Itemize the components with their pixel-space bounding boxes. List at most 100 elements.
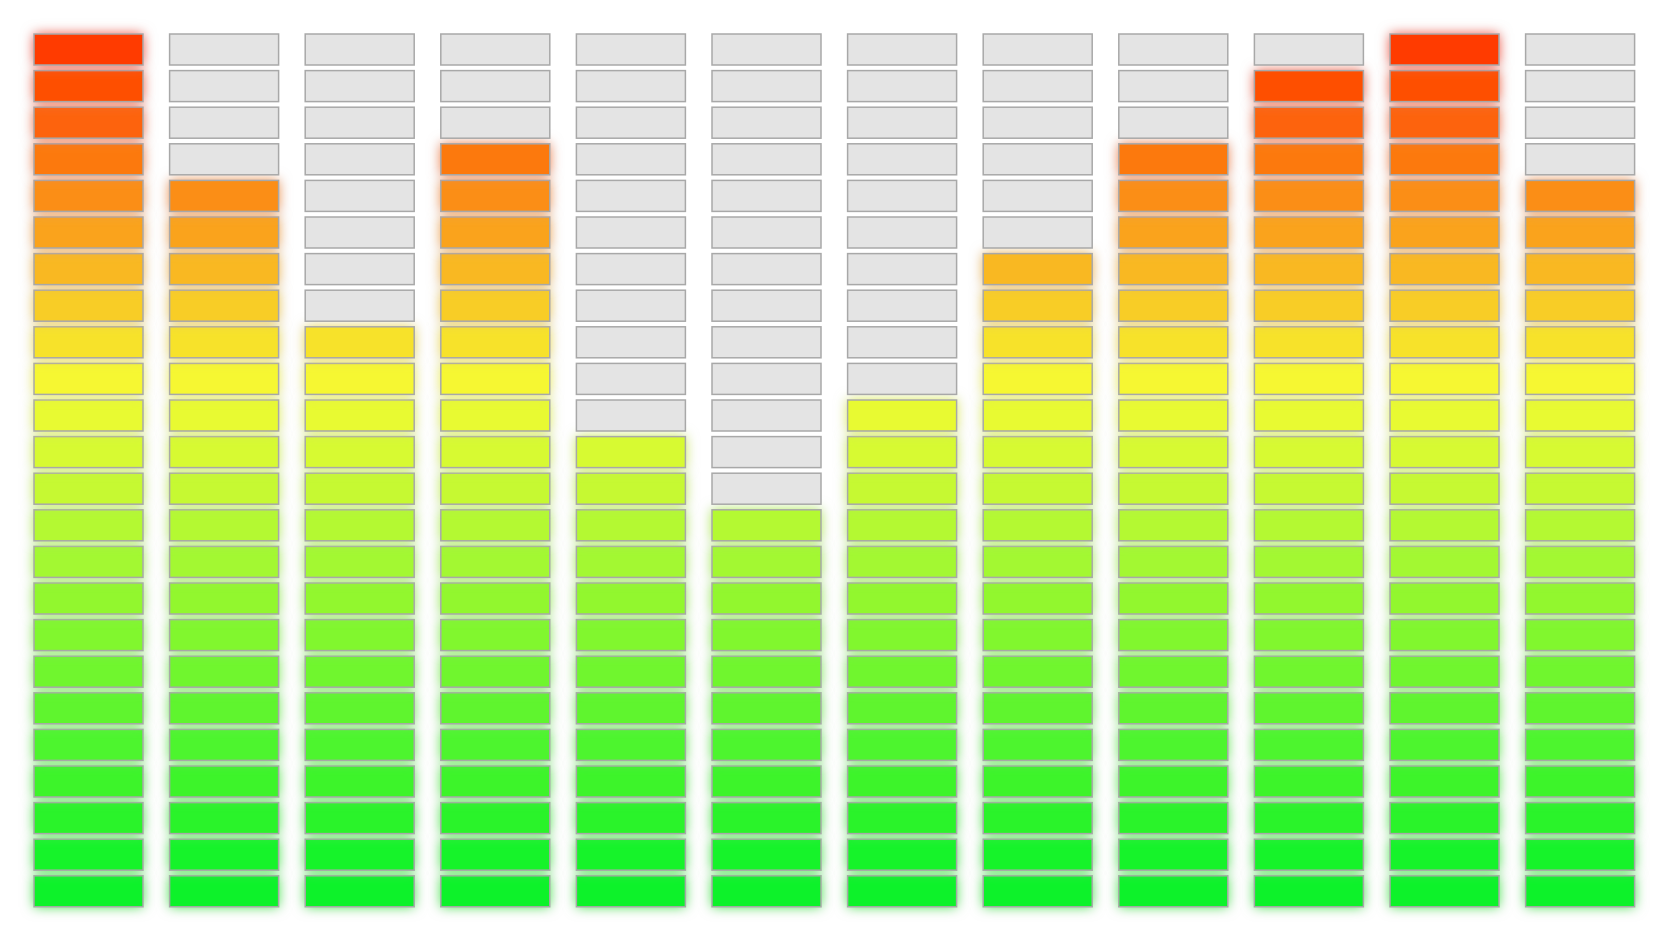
lit-segment bbox=[982, 289, 1093, 322]
off-segment bbox=[440, 69, 551, 103]
off-segment bbox=[304, 143, 415, 176]
lit-segment bbox=[1389, 326, 1500, 359]
lit-segment bbox=[1524, 618, 1636, 652]
lit-segment bbox=[33, 106, 144, 139]
off-segment bbox=[168, 33, 280, 66]
lit-segment bbox=[982, 692, 1093, 725]
lit-segment bbox=[440, 252, 551, 286]
lit-segment bbox=[304, 362, 415, 396]
lit-segment bbox=[1524, 289, 1636, 322]
lit-segment bbox=[982, 362, 1093, 396]
lit-segment bbox=[33, 143, 144, 176]
off-segment bbox=[575, 33, 687, 66]
lit-segment bbox=[982, 655, 1093, 688]
lit-segment bbox=[1389, 582, 1500, 615]
lit-segment bbox=[304, 472, 415, 505]
lit-segment bbox=[711, 509, 822, 542]
off-segment bbox=[711, 399, 822, 432]
lit-segment bbox=[1118, 399, 1229, 432]
lit-segment bbox=[982, 875, 1093, 908]
off-segment bbox=[846, 179, 958, 213]
meter-column bbox=[33, 33, 144, 908]
lit-segment bbox=[1389, 545, 1500, 579]
lit-segment bbox=[575, 435, 687, 469]
lit-segment bbox=[846, 582, 958, 615]
lit-segment bbox=[304, 875, 415, 908]
lit-segment bbox=[1118, 582, 1229, 615]
lit-segment bbox=[168, 875, 280, 908]
off-segment bbox=[168, 143, 280, 176]
lit-segment bbox=[440, 435, 551, 469]
lit-segment bbox=[168, 618, 280, 652]
lit-segment bbox=[846, 655, 958, 688]
off-segment bbox=[846, 69, 958, 103]
lit-segment bbox=[1253, 655, 1365, 688]
lit-segment bbox=[575, 472, 687, 505]
lit-segment bbox=[1389, 106, 1500, 139]
lit-segment bbox=[1389, 435, 1500, 469]
off-segment bbox=[1524, 106, 1636, 139]
off-segment bbox=[575, 326, 687, 359]
off-segment bbox=[575, 106, 687, 139]
lit-segment bbox=[33, 765, 144, 798]
lit-segment bbox=[440, 801, 551, 835]
lit-segment bbox=[440, 545, 551, 579]
off-segment bbox=[846, 362, 958, 396]
lit-segment bbox=[440, 618, 551, 652]
lit-segment bbox=[1389, 472, 1500, 505]
lit-segment bbox=[168, 765, 280, 798]
lit-segment bbox=[1253, 765, 1365, 798]
lit-segment bbox=[1389, 179, 1500, 213]
lit-segment bbox=[1389, 252, 1500, 286]
lit-segment bbox=[982, 435, 1093, 469]
lit-segment bbox=[575, 545, 687, 579]
lit-segment bbox=[1253, 289, 1365, 322]
lit-segment bbox=[33, 509, 144, 542]
off-segment bbox=[711, 435, 822, 469]
lit-segment bbox=[1253, 509, 1365, 542]
off-segment bbox=[1253, 33, 1365, 66]
lit-segment bbox=[575, 582, 687, 615]
lit-segment bbox=[982, 252, 1093, 286]
lit-segment bbox=[304, 765, 415, 798]
lit-segment bbox=[1389, 143, 1500, 176]
off-segment bbox=[304, 216, 415, 249]
lit-segment bbox=[168, 728, 280, 762]
lit-segment bbox=[982, 618, 1093, 652]
meter-column bbox=[440, 33, 551, 908]
lit-segment bbox=[33, 692, 144, 725]
lit-segment bbox=[1118, 728, 1229, 762]
lit-segment bbox=[168, 472, 280, 505]
lit-segment bbox=[304, 326, 415, 359]
lit-segment bbox=[711, 728, 822, 762]
lit-segment bbox=[304, 582, 415, 615]
lit-segment bbox=[575, 801, 687, 835]
off-segment bbox=[168, 106, 280, 139]
lit-segment bbox=[1524, 838, 1636, 871]
off-segment bbox=[1524, 33, 1636, 66]
lit-segment bbox=[1253, 582, 1365, 615]
off-segment bbox=[982, 106, 1093, 139]
lit-segment bbox=[711, 765, 822, 798]
lit-segment bbox=[168, 362, 280, 396]
lit-segment bbox=[33, 838, 144, 871]
lit-segment bbox=[1524, 801, 1636, 835]
off-segment bbox=[1524, 143, 1636, 176]
lit-segment bbox=[846, 728, 958, 762]
lit-segment bbox=[575, 728, 687, 762]
off-segment bbox=[304, 179, 415, 213]
lit-segment bbox=[1389, 618, 1500, 652]
off-segment bbox=[982, 33, 1093, 66]
lit-segment bbox=[1118, 179, 1229, 213]
lit-segment bbox=[1389, 69, 1500, 103]
lit-segment bbox=[33, 655, 144, 688]
lit-segment bbox=[982, 509, 1093, 542]
lit-segment bbox=[846, 692, 958, 725]
lit-segment bbox=[1253, 216, 1365, 249]
lit-segment bbox=[440, 179, 551, 213]
lit-segment bbox=[440, 728, 551, 762]
lit-segment bbox=[846, 618, 958, 652]
lit-segment bbox=[1389, 692, 1500, 725]
lit-segment bbox=[1524, 692, 1636, 725]
lit-segment bbox=[1253, 143, 1365, 176]
